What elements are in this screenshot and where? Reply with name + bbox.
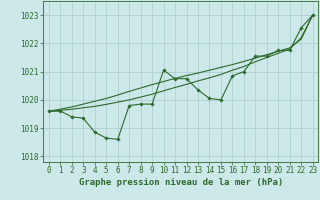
X-axis label: Graphe pression niveau de la mer (hPa): Graphe pression niveau de la mer (hPa) (79, 178, 283, 187)
